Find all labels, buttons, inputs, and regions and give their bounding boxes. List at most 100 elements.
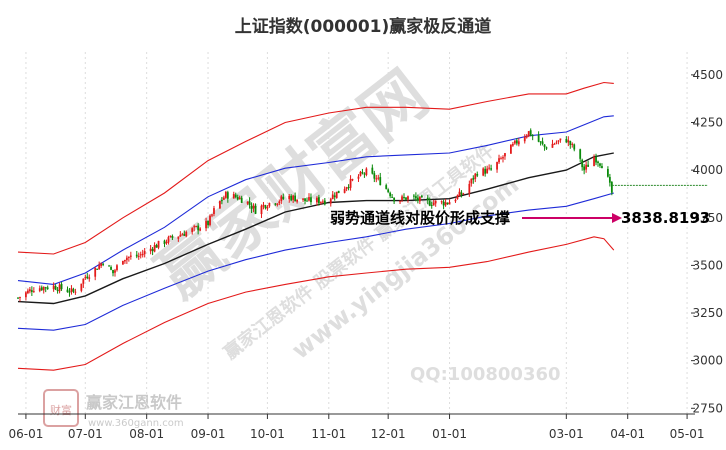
candle-body <box>44 287 47 289</box>
candle-body <box>391 196 394 198</box>
arrow-head-icon <box>612 213 622 223</box>
candle-body <box>407 196 409 200</box>
candle-body <box>474 173 477 179</box>
grid <box>25 52 688 414</box>
candle-body <box>571 143 574 145</box>
support-annotation: 弱势通道线对股价形成支撑 <box>330 209 510 227</box>
candle-body <box>274 203 277 205</box>
x-tick-label: 01-01 <box>432 427 467 441</box>
candle-body <box>434 200 437 204</box>
candle-body <box>377 177 380 179</box>
candle-body <box>343 188 346 193</box>
candle-body <box>199 228 202 231</box>
candle-body <box>260 205 263 215</box>
candle-body <box>387 189 390 193</box>
candle-body <box>252 205 255 209</box>
candle-body <box>211 214 213 216</box>
series-line-lower_inner <box>17 192 614 331</box>
candle-body <box>337 190 340 194</box>
x-tick-label: 10-01 <box>250 427 285 441</box>
candle-body <box>565 139 568 143</box>
candle-body <box>112 269 114 274</box>
channel-lines <box>17 81 615 371</box>
candle-body <box>157 240 160 248</box>
candle-body <box>389 192 392 197</box>
x-tick-label: 08-01 <box>129 427 164 441</box>
candle-body <box>511 143 514 146</box>
candle-body <box>597 161 599 163</box>
candle-body <box>454 199 457 202</box>
candle-body <box>569 141 572 145</box>
candle-body <box>167 237 170 243</box>
candle-body <box>543 144 546 148</box>
candle-body <box>110 267 112 270</box>
candle-body <box>399 200 401 202</box>
candle-body <box>264 205 267 209</box>
candle-body <box>268 202 271 207</box>
candle-body <box>25 292 27 298</box>
watermark-qq: QQ:100800360 <box>410 364 561 385</box>
candle-body <box>573 144 576 150</box>
candle-body <box>498 158 500 163</box>
candle-body <box>220 200 223 202</box>
candle-body <box>371 167 374 174</box>
candle-body <box>529 130 532 136</box>
candle-body <box>430 204 433 206</box>
candle-body <box>486 168 489 174</box>
candle-body <box>537 135 540 142</box>
candle-body <box>426 197 429 201</box>
candle-body <box>123 259 126 262</box>
candle-body <box>42 286 45 291</box>
candle-body <box>102 263 105 265</box>
candle-body <box>98 265 101 270</box>
series-line-lower_outer <box>17 236 615 371</box>
candle-body <box>248 201 251 205</box>
candle-body <box>587 164 590 167</box>
candle-body <box>595 156 597 163</box>
candle-body <box>163 240 166 244</box>
candle-body <box>476 173 479 176</box>
axes <box>18 74 695 419</box>
candle-body <box>302 198 304 200</box>
candle-body <box>363 173 366 175</box>
tick-labels: 2750 3000 3250 3500 3750 4000 4250 4500 06-01 07-… <box>8 68 723 441</box>
candle-body <box>420 195 423 198</box>
candle-body <box>460 192 463 195</box>
candle-body <box>513 140 516 144</box>
candle-body <box>94 267 97 277</box>
candle-body <box>155 245 158 248</box>
y-tick-label: 3750 <box>692 211 723 225</box>
annotations: 弱势通道线对股价形成支撑 3838.8193 <box>330 184 710 227</box>
candle-body <box>278 201 281 203</box>
candle-body <box>405 197 407 200</box>
candle-body <box>428 200 431 206</box>
candle-body <box>129 255 132 257</box>
candle-body <box>100 263 103 266</box>
candle-body <box>19 297 21 299</box>
candle-body <box>80 283 83 291</box>
candle-body <box>127 256 130 258</box>
candle-body <box>122 260 124 265</box>
x-tick-label: 05-01 <box>670 427 705 441</box>
candle-body <box>448 202 451 205</box>
candle-body <box>557 140 560 142</box>
candle-body <box>308 197 310 201</box>
candle-body <box>470 178 473 184</box>
y-tick-label: 4250 <box>692 115 723 129</box>
candle-body <box>238 197 241 200</box>
candle-body <box>468 183 471 194</box>
candle-body <box>329 198 332 204</box>
candle-body <box>224 191 227 198</box>
candle-body <box>143 251 146 255</box>
candle-body <box>444 202 447 206</box>
x-tick-label: 03-01 <box>549 427 584 441</box>
candle-body <box>72 289 75 292</box>
candle-body <box>539 141 542 143</box>
candle-body <box>171 236 174 238</box>
candle-body <box>74 291 77 293</box>
candle-body <box>373 173 376 179</box>
candle-body <box>319 201 322 203</box>
candle-body <box>108 265 110 267</box>
candle-body <box>345 187 348 190</box>
candle-body <box>504 153 506 157</box>
